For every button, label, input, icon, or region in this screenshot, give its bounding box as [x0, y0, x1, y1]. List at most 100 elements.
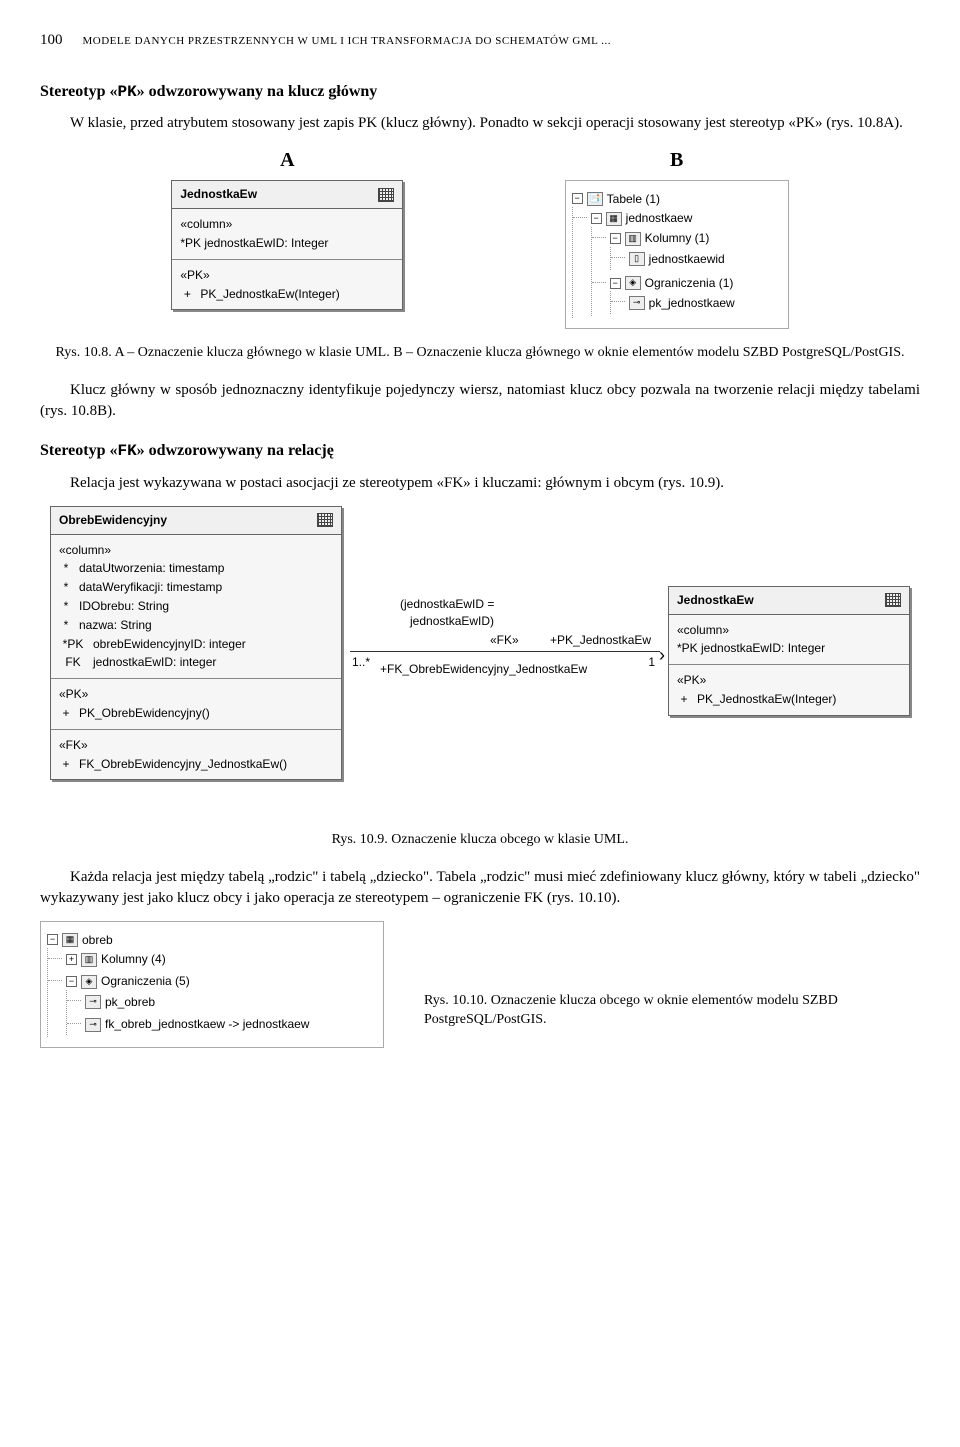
paragraph: Każda relacja jest między tabelą „rodzic… [40, 867, 920, 909]
db-tree-10-10: −▦obreb + ▥ Kolumny (4) −◈Ograniczenia (5)… [40, 921, 384, 1048]
tree-node[interactable]: + ▥ Kolumny (4) [66, 951, 166, 968]
folder-icon: 📑 [587, 192, 603, 206]
uml-attribute: * dataWeryfikacji: timestamp [59, 578, 333, 597]
paragraph: Klucz główny w sposób jednoznaczny ident… [40, 380, 920, 422]
tree-node[interactable]: −▦obreb [47, 932, 113, 949]
expand-icon[interactable]: + [66, 954, 77, 965]
visibility: * [59, 579, 73, 596]
fig-10-8-a: A JednostkaEw «column» *PK jednostkaEwID… [171, 146, 403, 310]
key-icon: ⊸ [629, 296, 645, 310]
collapse-icon[interactable]: − [610, 233, 621, 244]
node-label: Kolumny (4) [101, 951, 166, 968]
key-prefix: FK [59, 654, 87, 671]
uml-class-jednostkaew-b: JednostkaEw «column» *PK jednostkaEwID: … [668, 586, 910, 716]
paragraph: Relacja jest wykazywana w postaci asocja… [40, 473, 920, 494]
uml-operation: +FK_ObrebEwidencyjny_JednostkaEw() [59, 755, 333, 774]
collapse-icon[interactable]: − [66, 976, 77, 987]
tree-node[interactable]: −◈Ograniczenia (5) [66, 973, 190, 990]
node-label: Kolumny (1) [645, 230, 710, 247]
node-label: pk_obreb [105, 994, 155, 1011]
multiplicity-left: 1..* [352, 654, 370, 671]
uml-compartment: «PK» + PK_JednostkaEw(Integer) [172, 260, 402, 310]
section-heading-fk: Stereotyp «FK» odwzorowywany na relację [40, 440, 920, 462]
attr-text: nazwa: String [79, 617, 152, 634]
uml-attribute: FK jednostkaEwID: integer [59, 653, 333, 672]
uml-title: ObrebEwidencyjny [51, 507, 341, 535]
label-text: «PK» [180, 267, 209, 284]
tree-node[interactable]: −◈Ograniczenia (1) [610, 275, 734, 292]
uml-title-text: ObrebEwidencyjny [59, 512, 167, 529]
attr-text: obrebEwidencyjnyID: integer [93, 636, 246, 653]
uml-attribute: *IDObrebu: String [59, 597, 333, 616]
uml-operation: + PK_JednostkaEw(Integer) [180, 285, 394, 304]
uml-operation: +PK_JednostkaEw(Integer) [677, 690, 901, 709]
tree-node[interactable]: ⊸fk_obreb_jednostkaew -> jednostkaew [85, 1016, 309, 1033]
node-label: jednostkaew [626, 210, 693, 227]
attr-text: dataUtworzenia: timestamp [79, 560, 224, 577]
column-icon: ▯ [629, 252, 645, 266]
tree-node[interactable]: ⊸pk_obreb [85, 994, 155, 1011]
uml-stereotype-label: «PK» [59, 685, 333, 704]
attr-text: dataWeryfikacji: timestamp [79, 579, 222, 596]
visibility: + [180, 286, 194, 303]
uml-stereotype-label: «column» [677, 621, 901, 640]
visibility: + [59, 756, 73, 773]
uml-compartment: «column» *PK jednostkaEwID: Integer [172, 209, 402, 260]
uml-stereotype-label: «column» [180, 215, 394, 234]
columns-icon: ▥ [81, 953, 97, 967]
uml-attribute: *PKobrebEwidencyjnyID: integer [59, 635, 333, 654]
tree-node[interactable]: ⊸pk_jednostkaew [629, 295, 735, 312]
tree-node[interactable]: −▦jednostkaew [591, 210, 693, 227]
visibility: * [59, 617, 73, 634]
note-icon [378, 188, 394, 202]
constraints-icon: ◈ [625, 276, 641, 290]
note-icon [317, 513, 333, 527]
uml-stereotype-label: «PK» [677, 671, 901, 690]
figure-caption-10-9: Rys. 10.9. Oznaczenie klucza obcego w kl… [40, 830, 920, 850]
fig-10-8-b: B −📑Tabele (1) −▦jednostkaew −▥Kolumny (… [565, 146, 789, 328]
collapse-icon[interactable]: − [572, 193, 583, 204]
visibility: * [59, 560, 73, 577]
label-text: «column» [180, 216, 232, 233]
tree-node[interactable]: −▥ Kolumny (1) [610, 230, 710, 247]
heading-text: Stereotyp «FK» odwzorowywany na relację [40, 442, 334, 459]
attr-text: *PK jednostkaEwID: Integer [677, 640, 825, 657]
paragraph: W klasie, przed atrybutem stosowany jest… [40, 113, 920, 134]
association-line [350, 651, 660, 652]
collapse-icon[interactable]: − [591, 213, 602, 224]
tree-node[interactable]: ▯ jednostkaewid [629, 251, 725, 268]
uml-title-text: JednostkaEw [677, 592, 754, 609]
panel-label-a: A [171, 146, 403, 174]
collapse-icon[interactable]: − [610, 278, 621, 289]
collapse-icon[interactable]: − [47, 934, 58, 945]
attr-text: jednostkaEwID: integer [93, 654, 216, 671]
uml-class-obrebewidencyjny: ObrebEwidencyjny «column» * dataUtworzeni… [50, 506, 342, 781]
op-text: PK_JednostkaEw(Integer) [200, 286, 339, 303]
uml-compartment: «PK» +PK_JednostkaEw(Integer) [669, 665, 909, 715]
node-label: jednostkaewid [649, 251, 725, 268]
uml-stereotype-label: «PK» [180, 266, 394, 285]
node-label: Tabele (1) [607, 191, 660, 208]
arrowhead-icon: › [659, 643, 665, 668]
uml-compartment: «column» *PK jednostkaEwID: Integer [669, 615, 909, 666]
uml-compartment: «column» * dataUtworzenia: timestamp * dat… [51, 535, 341, 680]
uml-title: JednostkaEw [172, 181, 402, 209]
uml-attribute: *PK jednostkaEwID: Integer [677, 639, 901, 658]
label-text: «column» [677, 622, 729, 639]
tree-node[interactable]: −📑 Tabele (1) [572, 191, 660, 208]
figure-10-8: A JednostkaEw «column» *PK jednostkaEwID… [40, 146, 920, 328]
figure-10-10: −▦obreb + ▥ Kolumny (4) −◈Ograniczenia (5)… [40, 921, 920, 1048]
columns-icon: ▥ [625, 232, 641, 246]
uml-attribute: * nazwa: String [59, 616, 333, 635]
uml-attribute: * dataUtworzenia: timestamp [59, 559, 333, 578]
node-label: Ograniczenia (5) [101, 973, 190, 990]
running-title: MODELE DANYCH PRZESTRZENNYCH W UML I ICH… [83, 34, 611, 49]
association-stereotype: «FK» [490, 632, 519, 649]
label-text: «FK» [59, 737, 88, 754]
label-text: «column» [59, 542, 111, 559]
attr-text: IDObrebu: String [79, 598, 169, 615]
figure-10-9: ObrebEwidencyjny «column» * dataUtworzeni… [40, 506, 920, 816]
uml-class-jednostkaew-a: JednostkaEw «column» *PK jednostkaEwID: … [171, 180, 403, 310]
association-role-left: +FK_ObrebEwidencyjny_JednostkaEw [380, 661, 587, 678]
section-heading-pk: Stereotyp «PK» odwzorowywany na klucz gł… [40, 81, 920, 103]
